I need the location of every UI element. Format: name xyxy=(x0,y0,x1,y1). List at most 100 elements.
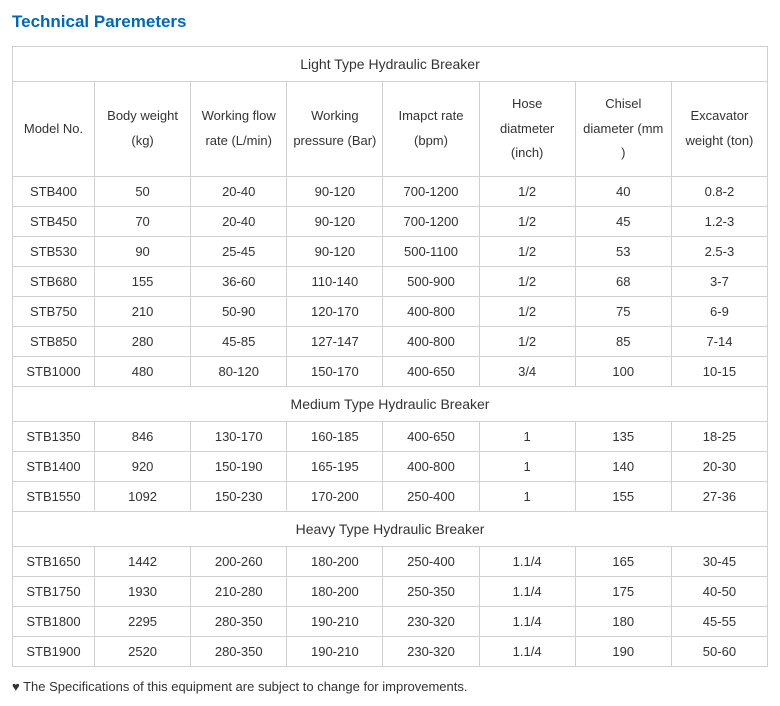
section-title: Light Type Hydraulic Breaker xyxy=(13,47,768,82)
table-row: STB1350846130-170160-185400-650113518-25 xyxy=(13,422,768,452)
value-cell: 150-190 xyxy=(191,452,287,482)
value-cell: 135 xyxy=(575,422,671,452)
value-cell: 50-60 xyxy=(671,637,767,667)
value-cell: 140 xyxy=(575,452,671,482)
value-cell: 20-30 xyxy=(671,452,767,482)
value-cell: 230-320 xyxy=(383,637,479,667)
model-cell: STB1750 xyxy=(13,577,95,607)
value-cell: 130-170 xyxy=(191,422,287,452)
model-cell: STB530 xyxy=(13,237,95,267)
value-cell: 400-650 xyxy=(383,357,479,387)
value-cell: 400-800 xyxy=(383,327,479,357)
value-cell: 200-260 xyxy=(191,547,287,577)
footnote: ♥ The Specifications of this equipment a… xyxy=(12,679,768,694)
column-header: Model No. xyxy=(13,82,95,177)
value-cell: 27-36 xyxy=(671,482,767,512)
table-row: STB1400920150-190165-195400-800114020-30 xyxy=(13,452,768,482)
value-cell: 280-350 xyxy=(191,607,287,637)
value-cell: 120-170 xyxy=(287,297,383,327)
value-cell: 160-185 xyxy=(287,422,383,452)
value-cell: 155 xyxy=(95,267,191,297)
value-cell: 175 xyxy=(575,577,671,607)
value-cell: 1.2-3 xyxy=(671,207,767,237)
column-header: Excavator weight (ton) xyxy=(671,82,767,177)
value-cell: 180-200 xyxy=(287,577,383,607)
value-cell: 100 xyxy=(575,357,671,387)
value-cell: 10-15 xyxy=(671,357,767,387)
table-row: STB68015536-60110-140500-9001/2683-7 xyxy=(13,267,768,297)
value-cell: 25-45 xyxy=(191,237,287,267)
value-cell: 1/2 xyxy=(479,177,575,207)
value-cell: 700-1200 xyxy=(383,207,479,237)
value-cell: 250-350 xyxy=(383,577,479,607)
value-cell: 1/2 xyxy=(479,237,575,267)
value-cell: 1.1/4 xyxy=(479,637,575,667)
value-cell: 0.8-2 xyxy=(671,177,767,207)
value-cell: 2520 xyxy=(95,637,191,667)
value-cell: 1092 xyxy=(95,482,191,512)
value-cell: 230-320 xyxy=(383,607,479,637)
value-cell: 3-7 xyxy=(671,267,767,297)
model-cell: STB1350 xyxy=(13,422,95,452)
value-cell: 250-400 xyxy=(383,482,479,512)
value-cell: 400-650 xyxy=(383,422,479,452)
column-header: Hose diatmeter (inch) xyxy=(479,82,575,177)
column-header: Imapct rate (bpm) xyxy=(383,82,479,177)
value-cell: 6-9 xyxy=(671,297,767,327)
model-cell: STB1400 xyxy=(13,452,95,482)
value-cell: 180 xyxy=(575,607,671,637)
column-header: Working flow rate (L/min) xyxy=(191,82,287,177)
value-cell: 190-210 xyxy=(287,607,383,637)
value-cell: 1930 xyxy=(95,577,191,607)
value-cell: 45 xyxy=(575,207,671,237)
value-cell: 36-60 xyxy=(191,267,287,297)
column-header: Working pressure (Bar) xyxy=(287,82,383,177)
table-row: STB75021050-90120-170400-8001/2756-9 xyxy=(13,297,768,327)
value-cell: 20-40 xyxy=(191,207,287,237)
value-cell: 7-14 xyxy=(671,327,767,357)
value-cell: 70 xyxy=(95,207,191,237)
value-cell: 30-45 xyxy=(671,547,767,577)
value-cell: 85 xyxy=(575,327,671,357)
spec-table: Light Type Hydraulic BreakerModel No.Bod… xyxy=(12,46,768,667)
value-cell: 170-200 xyxy=(287,482,383,512)
model-cell: STB1550 xyxy=(13,482,95,512)
value-cell: 190 xyxy=(575,637,671,667)
value-cell: 400-800 xyxy=(383,452,479,482)
value-cell: 400-800 xyxy=(383,297,479,327)
value-cell: 68 xyxy=(575,267,671,297)
value-cell: 280 xyxy=(95,327,191,357)
section-title: Medium Type Hydraulic Breaker xyxy=(13,387,768,422)
value-cell: 280-350 xyxy=(191,637,287,667)
value-cell: 50-90 xyxy=(191,297,287,327)
value-cell: 700-1200 xyxy=(383,177,479,207)
model-cell: STB400 xyxy=(13,177,95,207)
value-cell: 165 xyxy=(575,547,671,577)
value-cell: 1/2 xyxy=(479,297,575,327)
value-cell: 40-50 xyxy=(671,577,767,607)
value-cell: 127-147 xyxy=(287,327,383,357)
value-cell: 45-55 xyxy=(671,607,767,637)
value-cell: 150-230 xyxy=(191,482,287,512)
value-cell: 190-210 xyxy=(287,637,383,667)
value-cell: 920 xyxy=(95,452,191,482)
model-cell: STB1650 xyxy=(13,547,95,577)
value-cell: 1.1/4 xyxy=(479,547,575,577)
table-row: STB100048080-120150-170400-6503/410010-1… xyxy=(13,357,768,387)
value-cell: 155 xyxy=(575,482,671,512)
value-cell: 210-280 xyxy=(191,577,287,607)
value-cell: 1 xyxy=(479,482,575,512)
model-cell: STB680 xyxy=(13,267,95,297)
table-row: STB15501092150-230170-200250-400115527-3… xyxy=(13,482,768,512)
column-header: Body weight (kg) xyxy=(95,82,191,177)
table-row: STB4005020-4090-120700-12001/2400.8-2 xyxy=(13,177,768,207)
value-cell: 1.1/4 xyxy=(479,607,575,637)
value-cell: 180-200 xyxy=(287,547,383,577)
value-cell: 1/2 xyxy=(479,267,575,297)
model-cell: STB850 xyxy=(13,327,95,357)
value-cell: 1/2 xyxy=(479,327,575,357)
value-cell: 500-900 xyxy=(383,267,479,297)
section-header: Light Type Hydraulic Breaker xyxy=(13,47,768,82)
value-cell: 1442 xyxy=(95,547,191,577)
table-row: STB85028045-85127-147400-8001/2857-14 xyxy=(13,327,768,357)
